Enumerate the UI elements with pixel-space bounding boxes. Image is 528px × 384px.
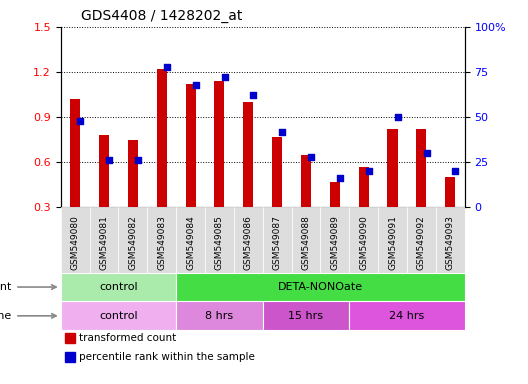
Text: GSM549089: GSM549089 bbox=[331, 215, 340, 270]
Text: control: control bbox=[99, 282, 138, 292]
Text: 24 hrs: 24 hrs bbox=[389, 311, 425, 321]
Bar bbox=[65, 333, 75, 343]
Bar bbox=[378, 207, 407, 273]
Bar bbox=[272, 137, 282, 207]
Text: GSM549086: GSM549086 bbox=[244, 215, 253, 270]
Bar bbox=[61, 301, 176, 330]
Text: GSM549090: GSM549090 bbox=[359, 215, 368, 270]
Point bbox=[278, 129, 287, 135]
Bar bbox=[147, 207, 176, 273]
Bar bbox=[262, 207, 291, 273]
Text: GDS4408 / 1428202_at: GDS4408 / 1428202_at bbox=[81, 9, 242, 23]
Text: GSM549081: GSM549081 bbox=[99, 215, 108, 270]
Bar bbox=[320, 207, 349, 273]
Point bbox=[192, 81, 200, 88]
Bar bbox=[436, 207, 465, 273]
Bar bbox=[359, 167, 369, 207]
Bar bbox=[70, 99, 80, 207]
Point bbox=[336, 175, 344, 182]
Point bbox=[451, 168, 460, 174]
Point bbox=[220, 74, 229, 81]
Bar bbox=[90, 207, 118, 273]
Bar bbox=[263, 301, 349, 330]
Point bbox=[365, 168, 373, 174]
Text: GSM549085: GSM549085 bbox=[215, 215, 224, 270]
Bar bbox=[157, 69, 167, 207]
Text: percentile rank within the sample: percentile rank within the sample bbox=[79, 352, 255, 362]
Bar bbox=[349, 207, 378, 273]
Point bbox=[76, 118, 84, 124]
Bar bbox=[214, 81, 224, 207]
Text: GSM549084: GSM549084 bbox=[186, 215, 195, 270]
Text: 15 hrs: 15 hrs bbox=[288, 311, 324, 321]
Bar bbox=[301, 155, 311, 207]
Point bbox=[249, 93, 258, 99]
Bar bbox=[118, 207, 147, 273]
Point bbox=[163, 63, 171, 70]
Bar bbox=[176, 207, 205, 273]
Bar bbox=[185, 84, 195, 207]
Text: GSM549082: GSM549082 bbox=[128, 215, 137, 270]
Point bbox=[134, 157, 142, 164]
Text: GSM549087: GSM549087 bbox=[272, 215, 281, 270]
Text: GSM549088: GSM549088 bbox=[301, 215, 310, 270]
Text: GSM549080: GSM549080 bbox=[71, 215, 80, 270]
Text: GSM549083: GSM549083 bbox=[157, 215, 166, 270]
Text: 8 hrs: 8 hrs bbox=[205, 311, 233, 321]
Bar bbox=[61, 207, 90, 273]
Text: time: time bbox=[0, 311, 56, 321]
Text: agent: agent bbox=[0, 282, 56, 292]
Bar bbox=[388, 129, 398, 207]
Bar bbox=[407, 207, 436, 273]
Bar bbox=[65, 353, 75, 362]
Bar bbox=[445, 177, 455, 207]
Bar bbox=[330, 182, 340, 207]
Text: transformed count: transformed count bbox=[79, 333, 176, 343]
Point bbox=[307, 154, 315, 160]
Bar bbox=[99, 135, 109, 207]
Text: GSM549093: GSM549093 bbox=[446, 215, 455, 270]
Bar bbox=[416, 129, 427, 207]
Bar bbox=[234, 207, 263, 273]
Text: DETA-NONOate: DETA-NONOate bbox=[278, 282, 363, 292]
Bar bbox=[291, 207, 320, 273]
Bar bbox=[176, 273, 465, 301]
Text: control: control bbox=[99, 311, 138, 321]
Bar bbox=[176, 301, 262, 330]
Bar bbox=[205, 207, 234, 273]
Text: GSM549091: GSM549091 bbox=[388, 215, 397, 270]
Bar bbox=[128, 140, 138, 207]
Point bbox=[105, 157, 114, 164]
Bar bbox=[243, 102, 253, 207]
Point bbox=[393, 114, 402, 120]
Point bbox=[422, 150, 431, 156]
Bar bbox=[349, 301, 465, 330]
Text: GSM549092: GSM549092 bbox=[417, 215, 426, 270]
Bar bbox=[61, 273, 176, 301]
